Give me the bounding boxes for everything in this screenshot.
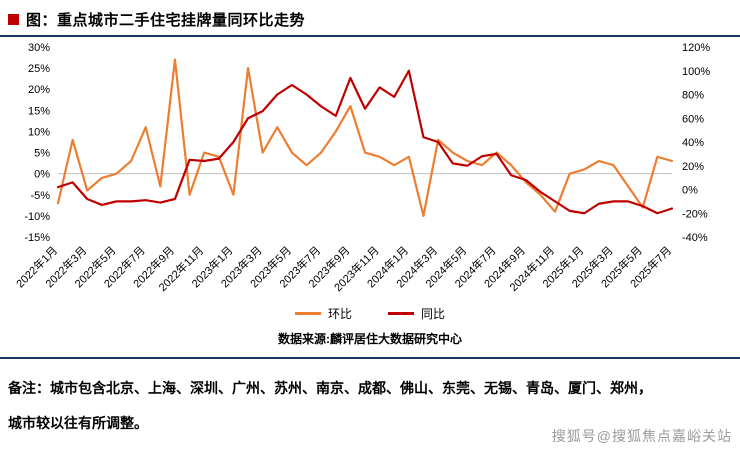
chart-area: 30% 25% 20% 15% 10% 5% 0% -5% -10% -15% 120% 100% 80… <box>0 37 740 347</box>
series-lines <box>56 58 674 217</box>
left-axis-ticks: 30% 25% 20% 15% 10% 5% 0% -5% -10% -15% <box>24 42 50 244</box>
svg-text:0%: 0% <box>34 169 50 181</box>
svg-text:60%: 60% <box>682 113 704 125</box>
svg-text:40%: 40% <box>682 137 704 149</box>
svg-text:-5%: -5% <box>30 190 50 202</box>
top-divider <box>0 35 740 37</box>
tongbi-line-swatch <box>388 312 414 315</box>
svg-text:120%: 120% <box>682 42 710 54</box>
red-square-icon <box>8 14 19 25</box>
series-line-0 <box>56 58 674 217</box>
footnote: 备注：城市包含北京、上海、深圳、广州、苏州、南京、成都、佛山、东莞、无锡、青岛、… <box>0 359 740 441</box>
svg-text:-10%: -10% <box>24 211 50 223</box>
svg-text:25%: 25% <box>28 63 50 75</box>
legend-label-tongbi: 同比 <box>421 307 446 321</box>
svg-text:5%: 5% <box>34 148 50 160</box>
line-chart: 30% 25% 20% 15% 10% 5% 0% -5% -10% -15% 120% 100% 80… <box>13 42 710 294</box>
chart-title-row: 图：重点城市二手住宅挂牌量同环比走势 <box>0 0 740 35</box>
right-axis-ticks: 120% 100% 80% 60% 40% 20% 0% -20% -40% <box>682 42 710 244</box>
svg-text:-15%: -15% <box>24 232 50 244</box>
svg-text:20%: 20% <box>28 84 50 96</box>
svg-text:80%: 80% <box>682 90 704 102</box>
svg-text:-40%: -40% <box>682 232 708 244</box>
legend-item-tongbi: 同比 <box>388 305 445 322</box>
svg-text:0%: 0% <box>682 185 698 197</box>
svg-text:100%: 100% <box>682 66 710 78</box>
chart-legend: 环比 同比 <box>0 305 740 322</box>
legend-item-huanbi: 环比 <box>294 305 352 322</box>
watermark-text: 搜狐号@搜狐焦点嘉峪关站 <box>551 428 732 444</box>
bottom-divider <box>0 357 740 359</box>
svg-text:20%: 20% <box>682 161 704 173</box>
svg-text:10%: 10% <box>28 126 50 138</box>
svg-text:30%: 30% <box>28 42 50 54</box>
huanbi-line-swatch <box>294 312 321 315</box>
x-axis-labels: 2022年1月2022年3月2022年5月2022年7月2022年9月2022年… <box>13 243 674 294</box>
data-source-caption: 数据来源:麟评居住大数据研究中心 <box>278 332 462 346</box>
svg-text:15%: 15% <box>28 105 50 117</box>
footnote-line-1: 备注：城市包含北京、上海、深圳、广州、苏州、南京、成都、佛山、东莞、无锡、青岛、… <box>8 380 652 396</box>
legend-label-huanbi: 环比 <box>327 307 352 321</box>
series-line-1 <box>56 69 674 215</box>
footnote-line-2: 城市较以往有所调整。 <box>8 415 148 431</box>
svg-text:-20%: -20% <box>682 208 708 220</box>
chart-title: 图：重点城市二手住宅挂牌量同环比走势 <box>26 12 306 29</box>
